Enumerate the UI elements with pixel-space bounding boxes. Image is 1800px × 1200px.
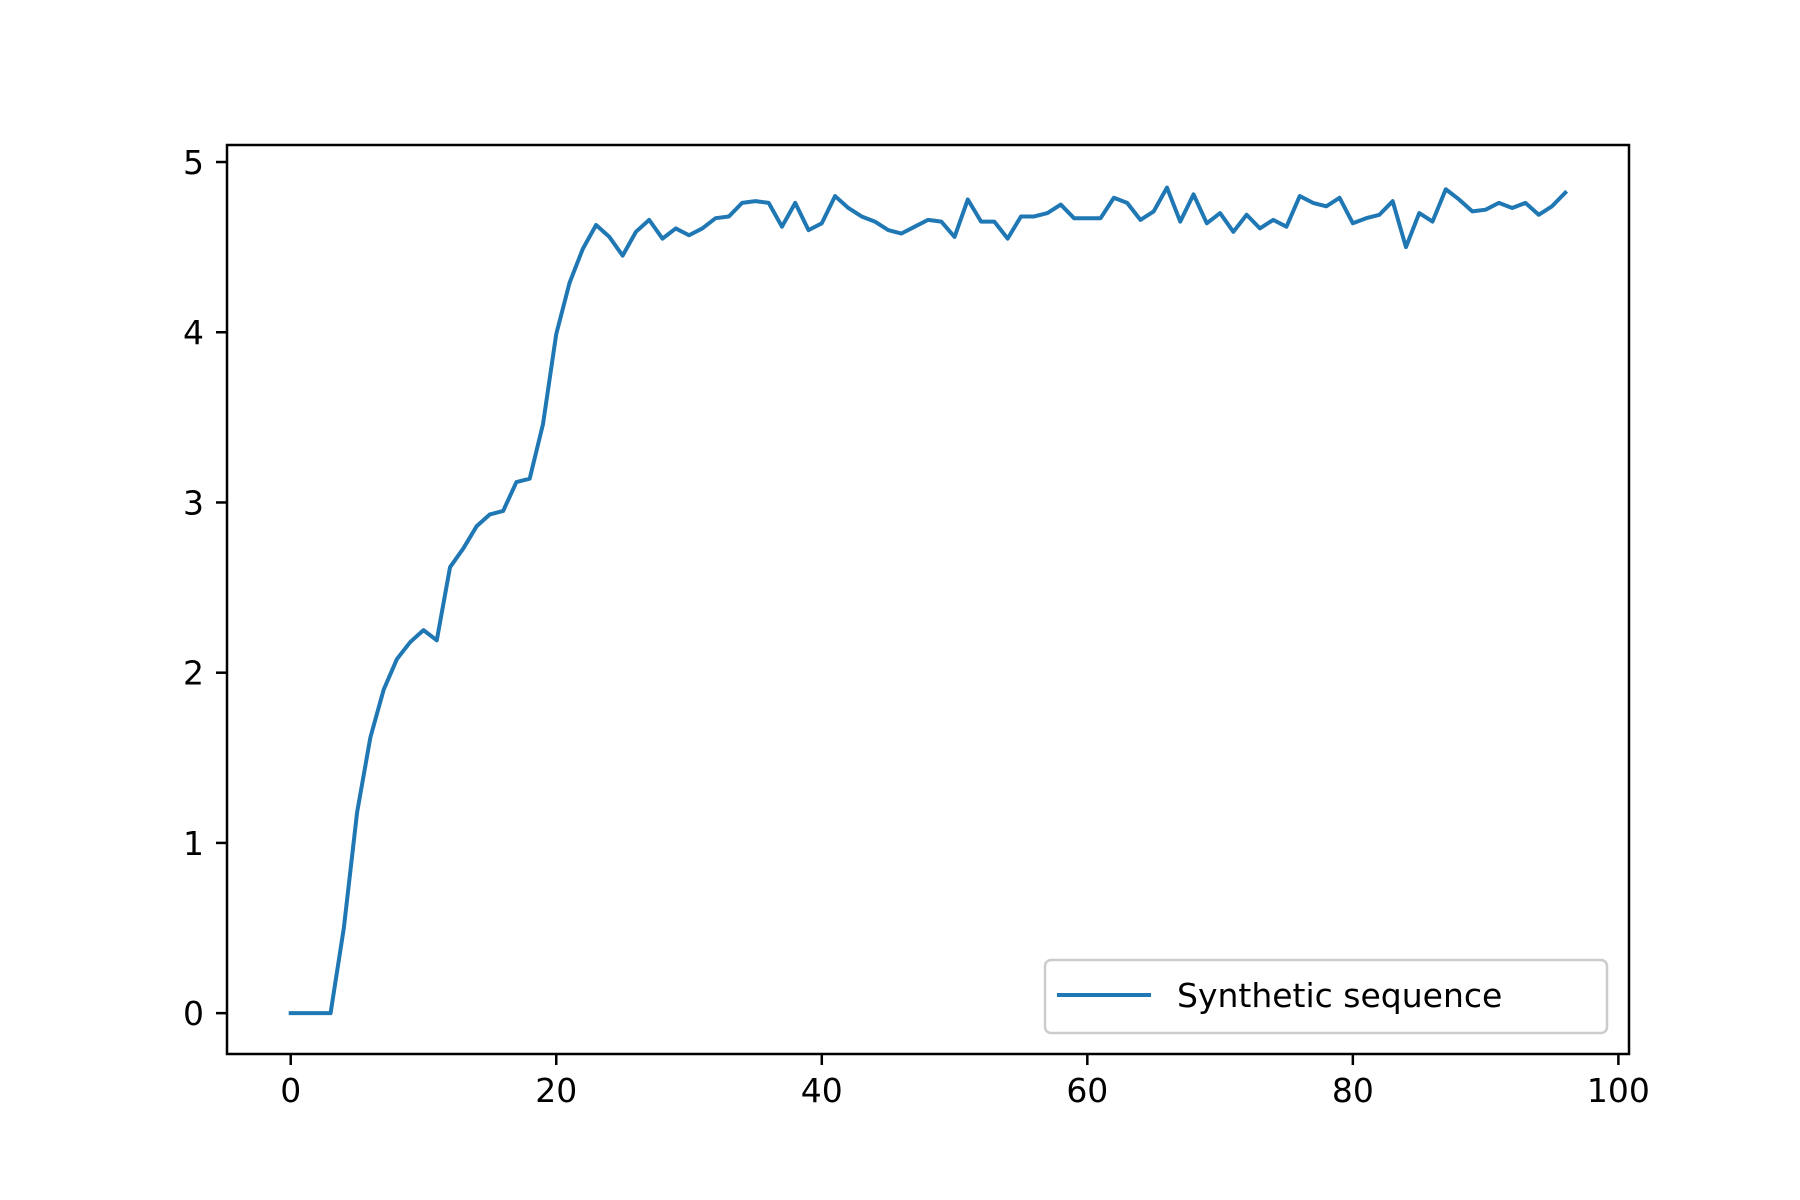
y-tick-label-1: 1 [183,824,204,863]
x-tick-label-0: 0 [280,1071,301,1110]
y-tick-label-5: 5 [183,143,204,182]
x-tick-label-40: 40 [801,1071,843,1110]
y-tick-label-2: 2 [183,654,204,693]
legend-series-label: Synthetic sequence [1177,976,1502,1015]
legend-box [1043,958,1609,1035]
series-layer [288,185,1569,1016]
y-tick-label-4: 4 [183,313,204,352]
series-line [288,185,1569,1016]
x-tick-label-100: 100 [1587,1071,1650,1110]
x-tick-label-80: 80 [1332,1071,1374,1110]
legend: Synthetic sequence [1043,958,1609,1035]
y-tick-label-0: 0 [183,994,204,1033]
x-tick-label-20: 20 [535,1071,577,1110]
axes-layer: 0 20 40 60 80 100 0 1 2 3 4 5 [183,143,1650,1110]
x-tick-label-60: 60 [1066,1071,1108,1110]
y-tick-label-3: 3 [183,483,204,522]
axes-frame [225,143,1631,1056]
